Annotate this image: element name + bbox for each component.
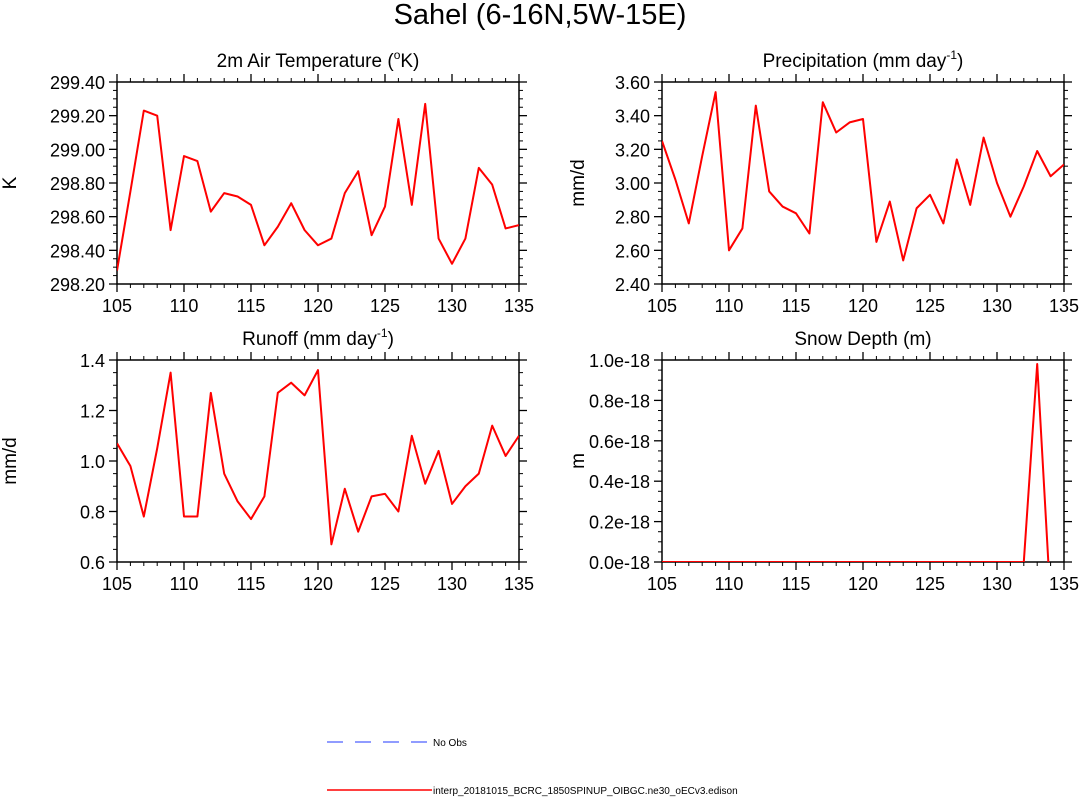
runoff-xtick-label: 115 — [237, 574, 266, 594]
runoff-xtick-label: 135 — [504, 574, 534, 594]
temp-ylabel: K — [0, 176, 21, 189]
precip-xtick-label: 115 — [782, 296, 811, 316]
panel-temp: 2m Air Temperature (oK) K 105 110 115 120 125 1… — [0, 48, 534, 316]
temp-panel-title: 2m Air Temperature (oK) — [217, 48, 420, 72]
precip-ytick-label: 2.40 — [615, 275, 650, 295]
precip-ytick-label: 3.60 — [615, 73, 650, 93]
temp-ytick-label: 298.20 — [50, 275, 105, 295]
runoff-xtick-label: 110 — [170, 574, 199, 594]
temp-xtick-label: 110 — [170, 296, 199, 316]
runoff-ytick-label: 1.0 — [80, 452, 105, 472]
precip-series-line — [662, 91, 1064, 262]
precip-ytick-label: 2.80 — [615, 208, 650, 228]
snow-xtick-label: 115 — [782, 574, 811, 594]
runoff-ytick-label: 1.2 — [80, 402, 105, 422]
legend: No Obs interp_20181015_BCRC_1850SPINUP_O… — [327, 738, 738, 797]
snow-xtick-label: 130 — [982, 574, 1012, 594]
figure-title: Sahel (6-16N,5W-15E) — [394, 0, 687, 31]
temp-ytick-label: 298.40 — [50, 241, 105, 261]
runoff-xtick-label: 125 — [370, 574, 400, 594]
temp-ytick-label: 298.80 — [50, 174, 105, 194]
temp-series-line — [117, 102, 519, 271]
temp-ytick-label: 299.00 — [50, 140, 105, 160]
temp-xtick-label: 105 — [102, 296, 132, 316]
snow-ytick-label: 0.2e-18 — [589, 513, 650, 533]
runoff-ytick-label: 0.6 — [80, 553, 105, 573]
temp-xtick-label: 120 — [303, 296, 333, 316]
snow-ytick-label: 0.8e-18 — [589, 391, 650, 411]
snow-plot-frame — [661, 359, 1065, 563]
temp-xtick-label: 125 — [370, 296, 400, 316]
precip-panel-title: Precipitation (mm day-1) — [763, 48, 964, 72]
snow-xtick-label: 110 — [715, 574, 744, 594]
precip-xtick-label: 130 — [982, 296, 1012, 316]
precip-ytick-label: 3.20 — [615, 140, 650, 160]
precip-xtick-label: 110 — [715, 296, 744, 316]
snow-xtick-label: 120 — [848, 574, 878, 594]
panel-precip: Precipitation (mm day-1) mm/d 105 110 115 120… — [568, 48, 1079, 316]
temp-plot-frame — [116, 81, 520, 285]
panel-snow: Snow Depth (m) m 105 110 115 120 125 130 135 0.0e… — [568, 329, 1079, 594]
precip-xtick-label: 105 — [647, 296, 677, 316]
precip-ytick-label: 3.40 — [615, 107, 650, 127]
runoff-plot-frame — [116, 359, 520, 563]
runoff-xtick-label: 105 — [102, 574, 132, 594]
runoff-xtick-label: 120 — [303, 574, 333, 594]
precip-xtick-label: 120 — [848, 296, 878, 316]
charts: 2m Air Temperature (oK) K 105 110 115 120 125 1… — [0, 48, 1079, 594]
snow-xtick-label: 105 — [647, 574, 677, 594]
temp-ytick-label: 298.60 — [50, 208, 105, 228]
snow-series-line — [662, 363, 1050, 562]
snow-ytick-label: 0.0e-18 — [589, 553, 650, 573]
snow-ytick-label: 0.4e-18 — [589, 472, 650, 492]
snow-panel-title: Snow Depth (m) — [794, 329, 931, 350]
runoff-ytick-label: 1.4 — [80, 351, 105, 371]
precip-ytick-label: 2.60 — [615, 241, 650, 261]
runoff-ytick-label: 0.8 — [80, 503, 105, 523]
snow-ylabel: m — [568, 453, 589, 469]
snow-xtick-label: 125 — [915, 574, 945, 594]
precip-ytick-label: 3.00 — [615, 174, 650, 194]
runoff-series-line — [117, 369, 519, 546]
temp-xtick-label: 130 — [437, 296, 467, 316]
precip-xtick-label: 125 — [915, 296, 945, 316]
precip-ylabel: mm/d — [568, 159, 589, 207]
runoff-panel-title: Runoff (mm day-1) — [242, 326, 394, 350]
temp-ytick-label: 299.20 — [50, 107, 105, 127]
temp-xtick-label: 115 — [237, 296, 266, 316]
runoff-ylabel: mm/d — [0, 437, 21, 485]
runoff-xtick-label: 130 — [437, 574, 467, 594]
legend-model-label: interp_20181015_BCRC_1850SPINUP_OIBGC.ne… — [433, 786, 738, 797]
precip-xtick-label: 135 — [1049, 296, 1079, 316]
temp-xtick-label: 135 — [504, 296, 534, 316]
snow-ytick-label: 0.6e-18 — [589, 432, 650, 452]
snow-ytick-label: 1.0e-18 — [589, 351, 650, 371]
temp-ytick-label: 299.40 — [50, 73, 105, 93]
panel-runoff: Runoff (mm day-1) mm/d 105 110 115 120 125 130 1… — [0, 326, 534, 594]
legend-obs-label: No Obs — [433, 738, 467, 749]
snow-xtick-label: 135 — [1049, 574, 1079, 594]
